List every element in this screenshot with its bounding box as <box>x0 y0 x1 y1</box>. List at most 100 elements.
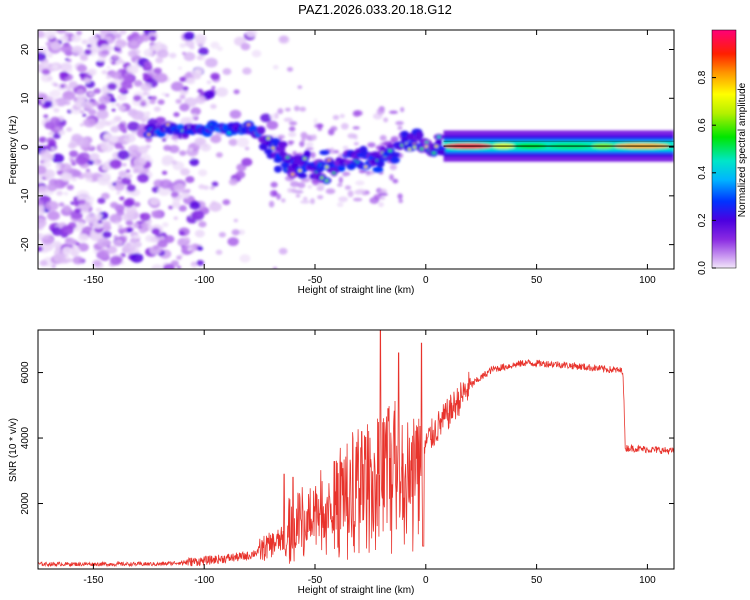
noise-blob <box>41 68 50 75</box>
noise-blob <box>67 58 72 63</box>
noise-blob <box>338 196 348 203</box>
noise-blob <box>181 51 186 55</box>
track-blob <box>435 139 443 146</box>
noise-blob <box>117 105 126 112</box>
noise-blob <box>132 168 139 174</box>
noise-blob <box>117 176 122 180</box>
track-hotspot <box>432 151 436 155</box>
noise-blob <box>68 142 77 149</box>
snr-x-axis: -150 -100 -50 0 50 100 <box>83 330 656 586</box>
noise-blob <box>210 103 217 109</box>
noise-blob <box>111 71 122 80</box>
noise-blob <box>170 191 179 198</box>
noise-blob <box>299 106 307 112</box>
noise-blob <box>183 31 195 41</box>
noise-blob <box>140 222 149 229</box>
noise-blob <box>97 103 107 111</box>
noise-blob <box>38 246 43 252</box>
noise-blob <box>301 137 306 143</box>
noise-blob <box>278 247 288 255</box>
noise-blob <box>168 205 174 210</box>
noise-blob <box>292 151 298 157</box>
noise-blob <box>233 218 238 223</box>
track-blob <box>277 141 288 148</box>
noise-blob <box>157 99 165 105</box>
noise-blob <box>187 247 193 252</box>
noise-blob <box>38 185 48 195</box>
noise-blob <box>313 118 318 125</box>
noise-blob <box>88 109 97 116</box>
noise-blob <box>81 39 89 45</box>
noise-blob <box>215 152 223 158</box>
noise-blob <box>210 41 220 49</box>
noise-blob <box>109 159 122 169</box>
noise-blob <box>64 237 75 246</box>
noise-blob <box>133 80 143 87</box>
noise-blob <box>200 143 212 152</box>
noise-blob <box>337 153 344 159</box>
noise-blob <box>142 72 149 78</box>
noise-blob <box>367 142 376 148</box>
x-tick-label: -100 <box>194 575 214 586</box>
noise-blob <box>215 87 229 97</box>
noise-blob <box>153 67 162 74</box>
noise-blob <box>342 145 349 150</box>
noise-blob <box>66 184 74 191</box>
noise-blob <box>245 30 258 38</box>
noise-blob <box>153 244 160 250</box>
noise-blob <box>95 213 103 220</box>
noise-blob <box>197 88 204 94</box>
noise-blob <box>180 168 190 176</box>
noise-blob <box>120 60 125 64</box>
noise-blob <box>58 202 65 207</box>
noise-blob <box>288 126 296 132</box>
noise-blob <box>369 196 380 204</box>
noise-blob <box>42 161 52 168</box>
noise-blob <box>240 42 251 51</box>
noise-blob <box>179 103 190 112</box>
noise-blob <box>270 181 278 188</box>
x-tick-label: -150 <box>83 575 103 586</box>
noise-blob <box>46 143 58 152</box>
colorbar-tick-label: 0.2 <box>697 213 708 227</box>
noise-blob <box>155 57 164 64</box>
noise-blob <box>369 171 374 176</box>
noise-blob <box>38 52 47 62</box>
noise-blob <box>38 30 45 39</box>
noise-blob <box>151 210 156 215</box>
noise-blob <box>378 201 384 208</box>
noise-blob <box>176 265 182 269</box>
track-blob <box>274 165 282 173</box>
noise-blob <box>266 120 279 130</box>
colorbar-label: Normalized spectral amplitude <box>737 82 748 217</box>
noise-blob <box>68 81 78 89</box>
noise-blob <box>52 132 61 139</box>
noise-blob <box>130 40 139 47</box>
noise-blob <box>125 169 131 173</box>
noise-blob <box>286 66 294 72</box>
noise-blob <box>89 152 100 161</box>
y-tick-label: 4000 <box>20 426 31 449</box>
noise-blob <box>235 170 246 179</box>
noise-blob <box>305 147 314 151</box>
noise-blob <box>51 64 59 70</box>
noise-blob <box>125 205 137 215</box>
noise-blob <box>287 140 295 144</box>
noise-blob <box>126 64 139 75</box>
noise-blob <box>300 200 311 204</box>
noise-blob <box>383 117 389 123</box>
noise-blob <box>171 134 179 141</box>
noise-blob <box>210 186 215 190</box>
noise-blob <box>97 219 103 224</box>
noise-blob <box>338 176 343 184</box>
noise-blob <box>210 72 220 81</box>
noise-blob <box>182 245 189 251</box>
noise-blob <box>102 231 112 239</box>
noise-blob <box>251 49 262 58</box>
noise-blob <box>129 238 137 244</box>
noise-blob <box>294 105 300 112</box>
noise-blob <box>65 255 70 260</box>
spectrogram-image <box>38 30 674 269</box>
noise-blob <box>121 121 126 125</box>
